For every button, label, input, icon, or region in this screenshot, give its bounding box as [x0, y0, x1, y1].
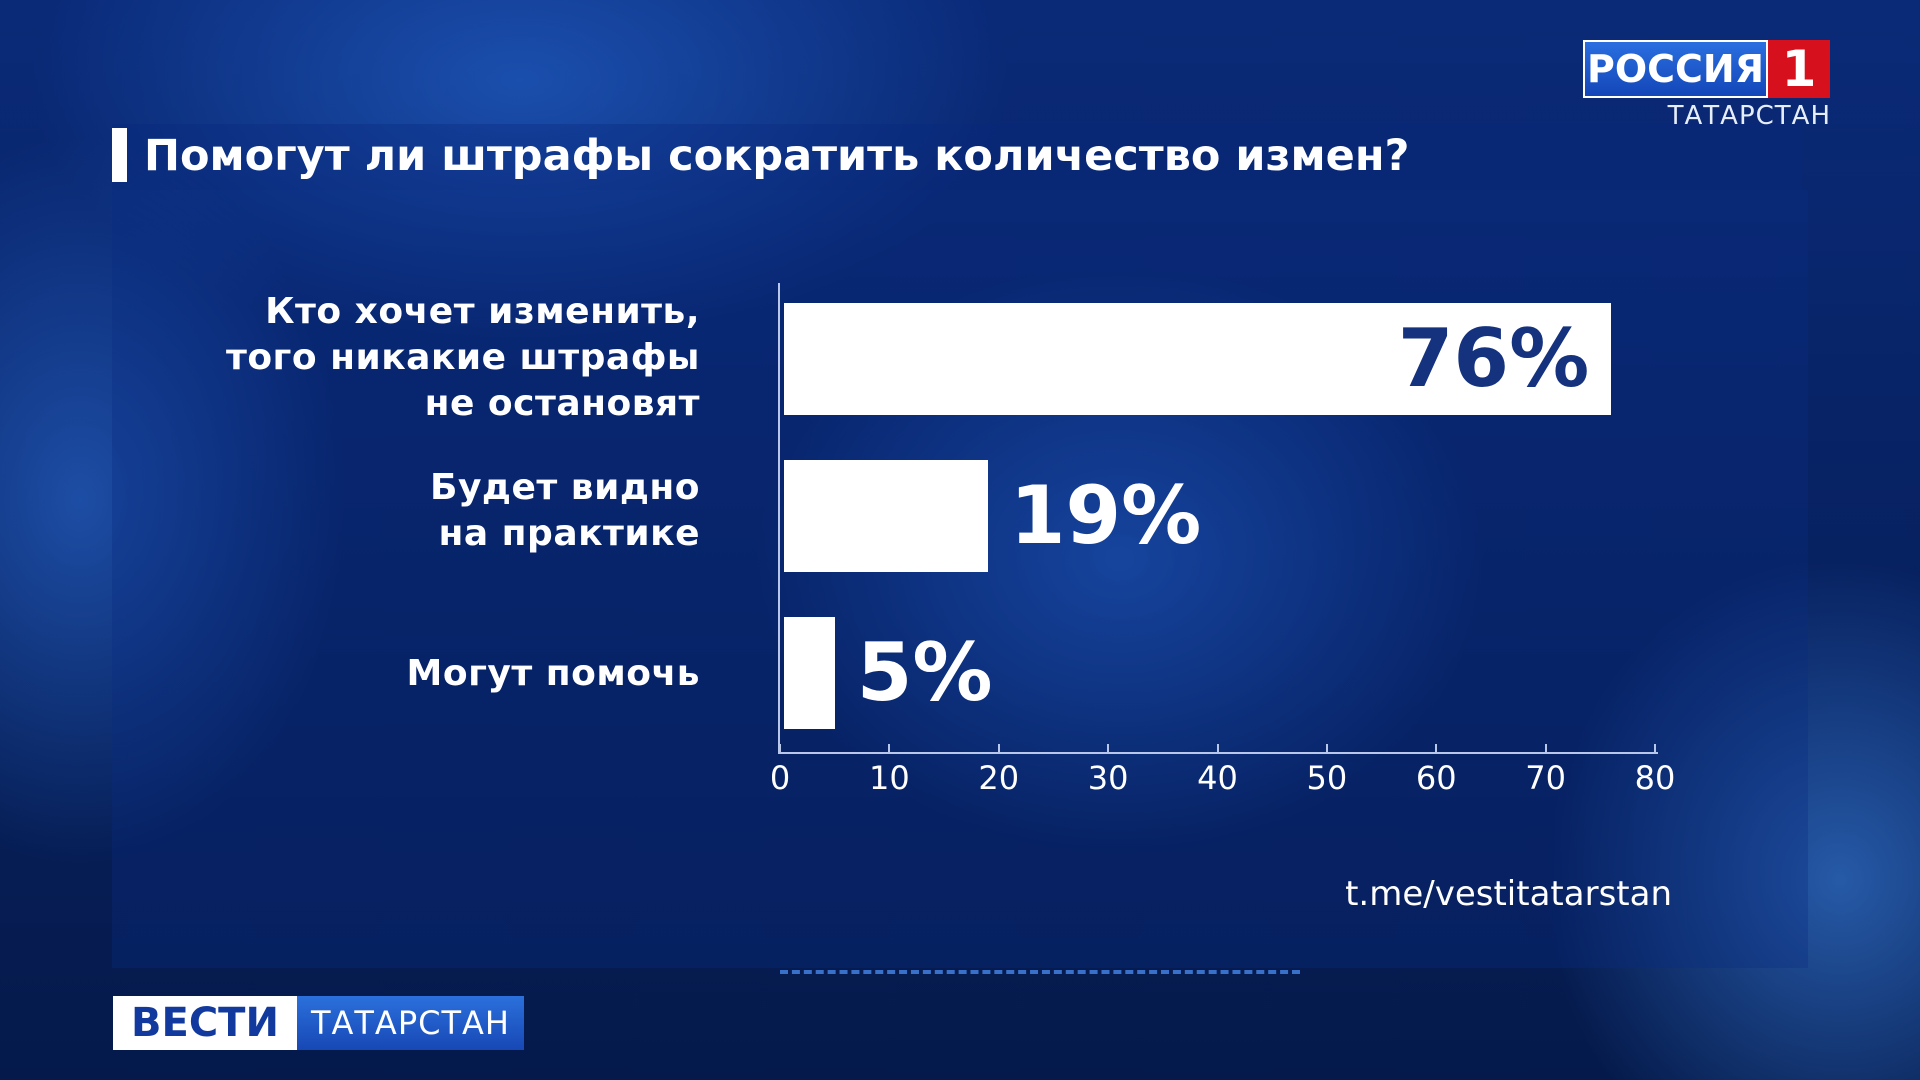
- x-tick: [997, 744, 1000, 754]
- chart-title: Помогут ли штрафы сократить количество и…: [144, 131, 1410, 181]
- bar-value-label: 76%: [1397, 312, 1590, 405]
- x-tick-label: 10: [869, 759, 910, 797]
- bar-3: [784, 617, 835, 729]
- x-tick: [1325, 744, 1328, 754]
- x-tick-label: 0: [769, 759, 791, 797]
- bar-1: [784, 303, 1612, 415]
- bar-value-label: 19%: [1009, 469, 1202, 562]
- x-tick-label: 40: [1197, 759, 1238, 797]
- program-logo: ВЕСТИ ТАТАРСТАН: [113, 996, 524, 1050]
- program-name: ВЕСТИ: [113, 996, 297, 1050]
- category-label: Кто хочет изменить, того никакие штрафы …: [225, 291, 700, 424]
- title-accent: [112, 128, 127, 182]
- x-tick: [1107, 744, 1110, 754]
- y-axis-line: [778, 283, 780, 753]
- logo-number: 1: [1768, 40, 1830, 98]
- x-tick: [779, 744, 781, 754]
- program-region: ТАТАРСТАН: [296, 996, 524, 1050]
- category-label: Могут помочь: [406, 653, 700, 694]
- x-tick: [888, 744, 891, 754]
- x-tick-label: 30: [1087, 759, 1129, 797]
- title-bar: [112, 124, 1802, 190]
- category-label: Будет видно на практике: [430, 467, 700, 554]
- bar-value-label: 5%: [856, 626, 993, 719]
- logo-text: РОССИЯ: [1583, 40, 1768, 98]
- x-tick: [1435, 744, 1438, 754]
- x-tick-label: 70: [1525, 759, 1566, 797]
- x-tick-label: 60: [1415, 759, 1457, 797]
- x-tick: [1544, 744, 1547, 754]
- x-tick: [1216, 744, 1219, 754]
- x-tick-label: 80: [1634, 759, 1676, 797]
- source-link: t.me/vestitatarstan: [1345, 874, 1672, 914]
- decorative-wire: [780, 970, 1300, 978]
- logo-region: ТАТАРСТАН: [1667, 101, 1831, 131]
- bar-2: [784, 460, 988, 572]
- x-tick-label: 20: [978, 759, 1020, 797]
- x-tick: [1654, 744, 1656, 754]
- x-tick-label: 50: [1306, 759, 1348, 797]
